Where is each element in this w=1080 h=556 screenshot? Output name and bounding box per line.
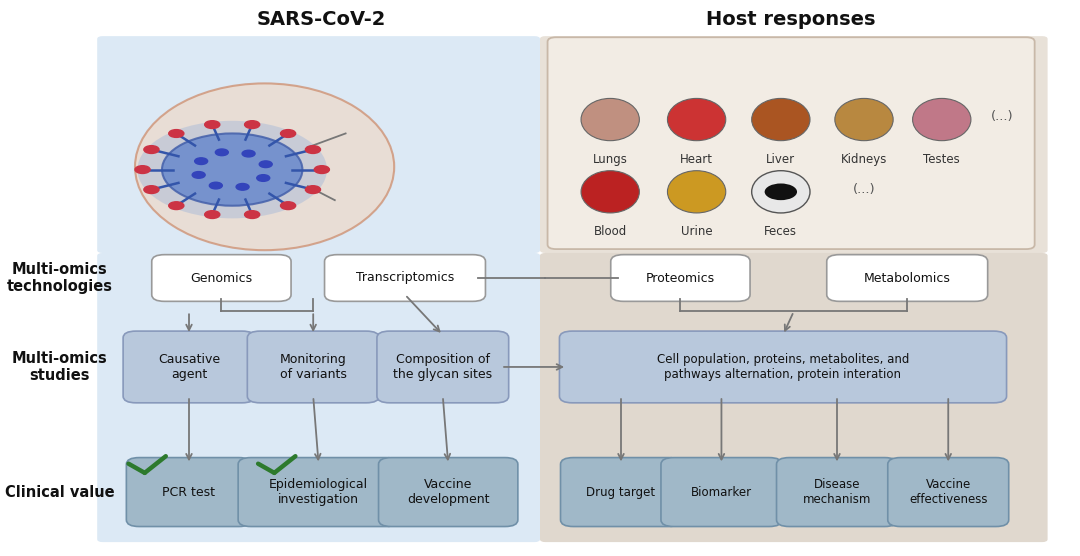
Circle shape: [244, 211, 259, 219]
Text: Heart: Heart: [680, 153, 713, 166]
Ellipse shape: [752, 171, 810, 213]
Ellipse shape: [667, 171, 726, 213]
Text: Testes: Testes: [923, 153, 960, 166]
Text: Host responses: Host responses: [706, 10, 876, 29]
Ellipse shape: [835, 98, 893, 141]
Circle shape: [257, 175, 270, 181]
Text: Blood: Blood: [594, 225, 626, 238]
Circle shape: [144, 146, 159, 153]
Text: Urine: Urine: [680, 225, 713, 238]
Circle shape: [205, 121, 220, 128]
FancyBboxPatch shape: [611, 255, 751, 301]
Circle shape: [135, 166, 150, 173]
Text: Genomics: Genomics: [190, 271, 253, 285]
FancyBboxPatch shape: [561, 458, 681, 527]
FancyBboxPatch shape: [888, 458, 1009, 527]
Circle shape: [244, 121, 259, 128]
Text: Vaccine
development: Vaccine development: [407, 478, 489, 507]
Circle shape: [210, 182, 222, 189]
Circle shape: [765, 183, 797, 200]
Text: Proteomics: Proteomics: [646, 271, 715, 285]
Ellipse shape: [913, 98, 971, 141]
Circle shape: [194, 158, 207, 165]
Circle shape: [168, 202, 184, 210]
Text: Multi-omics
studies: Multi-omics studies: [12, 351, 107, 383]
Text: (...): (...): [991, 110, 1013, 123]
Text: Lungs: Lungs: [593, 153, 627, 166]
Text: (...): (...): [853, 182, 875, 196]
Circle shape: [314, 166, 329, 173]
Text: Drug target: Drug target: [586, 485, 656, 499]
Ellipse shape: [581, 171, 639, 213]
Circle shape: [242, 150, 255, 157]
FancyBboxPatch shape: [559, 331, 1007, 403]
FancyBboxPatch shape: [540, 36, 1048, 253]
Ellipse shape: [667, 98, 726, 141]
Ellipse shape: [581, 98, 639, 141]
FancyBboxPatch shape: [97, 36, 540, 253]
FancyBboxPatch shape: [126, 458, 252, 527]
Text: Cell population, proteins, metabolites, and
pathways alternation, protein intera: Cell population, proteins, metabolites, …: [657, 353, 909, 381]
Circle shape: [306, 146, 321, 153]
Text: Epidemiological
investigation: Epidemiological investigation: [269, 478, 368, 507]
FancyBboxPatch shape: [548, 37, 1035, 249]
FancyBboxPatch shape: [377, 331, 509, 403]
FancyBboxPatch shape: [324, 255, 486, 301]
Circle shape: [281, 130, 296, 137]
Text: Clinical value: Clinical value: [4, 485, 114, 499]
Circle shape: [144, 186, 159, 193]
Text: Metabolomics: Metabolomics: [864, 271, 950, 285]
FancyBboxPatch shape: [777, 458, 897, 527]
Ellipse shape: [135, 83, 394, 250]
Text: Biomarker: Biomarker: [691, 485, 752, 499]
Circle shape: [162, 133, 302, 206]
Text: Disease
mechanism: Disease mechanism: [802, 478, 872, 507]
Text: Liver: Liver: [767, 153, 795, 166]
Circle shape: [137, 121, 327, 219]
Ellipse shape: [752, 98, 810, 141]
Circle shape: [192, 172, 205, 178]
FancyBboxPatch shape: [238, 458, 399, 527]
Text: Multi-omics
technologies: Multi-omics technologies: [6, 262, 112, 294]
Text: SARS-CoV-2: SARS-CoV-2: [257, 10, 386, 29]
FancyBboxPatch shape: [661, 458, 782, 527]
FancyBboxPatch shape: [378, 458, 518, 527]
Circle shape: [168, 130, 184, 137]
Text: Vaccine
effectiveness: Vaccine effectiveness: [909, 478, 987, 507]
Circle shape: [259, 161, 272, 167]
Circle shape: [215, 149, 228, 156]
Text: Causative
agent: Causative agent: [158, 353, 220, 381]
FancyBboxPatch shape: [97, 253, 540, 542]
Text: Feces: Feces: [765, 225, 797, 238]
Text: Kidneys: Kidneys: [841, 153, 887, 166]
Circle shape: [237, 183, 249, 190]
FancyBboxPatch shape: [247, 331, 379, 403]
Text: Transcriptomics: Transcriptomics: [356, 271, 454, 285]
Circle shape: [205, 211, 220, 219]
Text: PCR test: PCR test: [162, 485, 216, 499]
Text: Composition of
the glycan sites: Composition of the glycan sites: [393, 353, 492, 381]
Circle shape: [306, 186, 321, 193]
Text: Monitoring
of variants: Monitoring of variants: [280, 353, 347, 381]
FancyBboxPatch shape: [540, 253, 1048, 542]
FancyBboxPatch shape: [827, 255, 987, 301]
FancyBboxPatch shape: [123, 331, 255, 403]
Circle shape: [281, 202, 296, 210]
FancyBboxPatch shape: [151, 255, 291, 301]
